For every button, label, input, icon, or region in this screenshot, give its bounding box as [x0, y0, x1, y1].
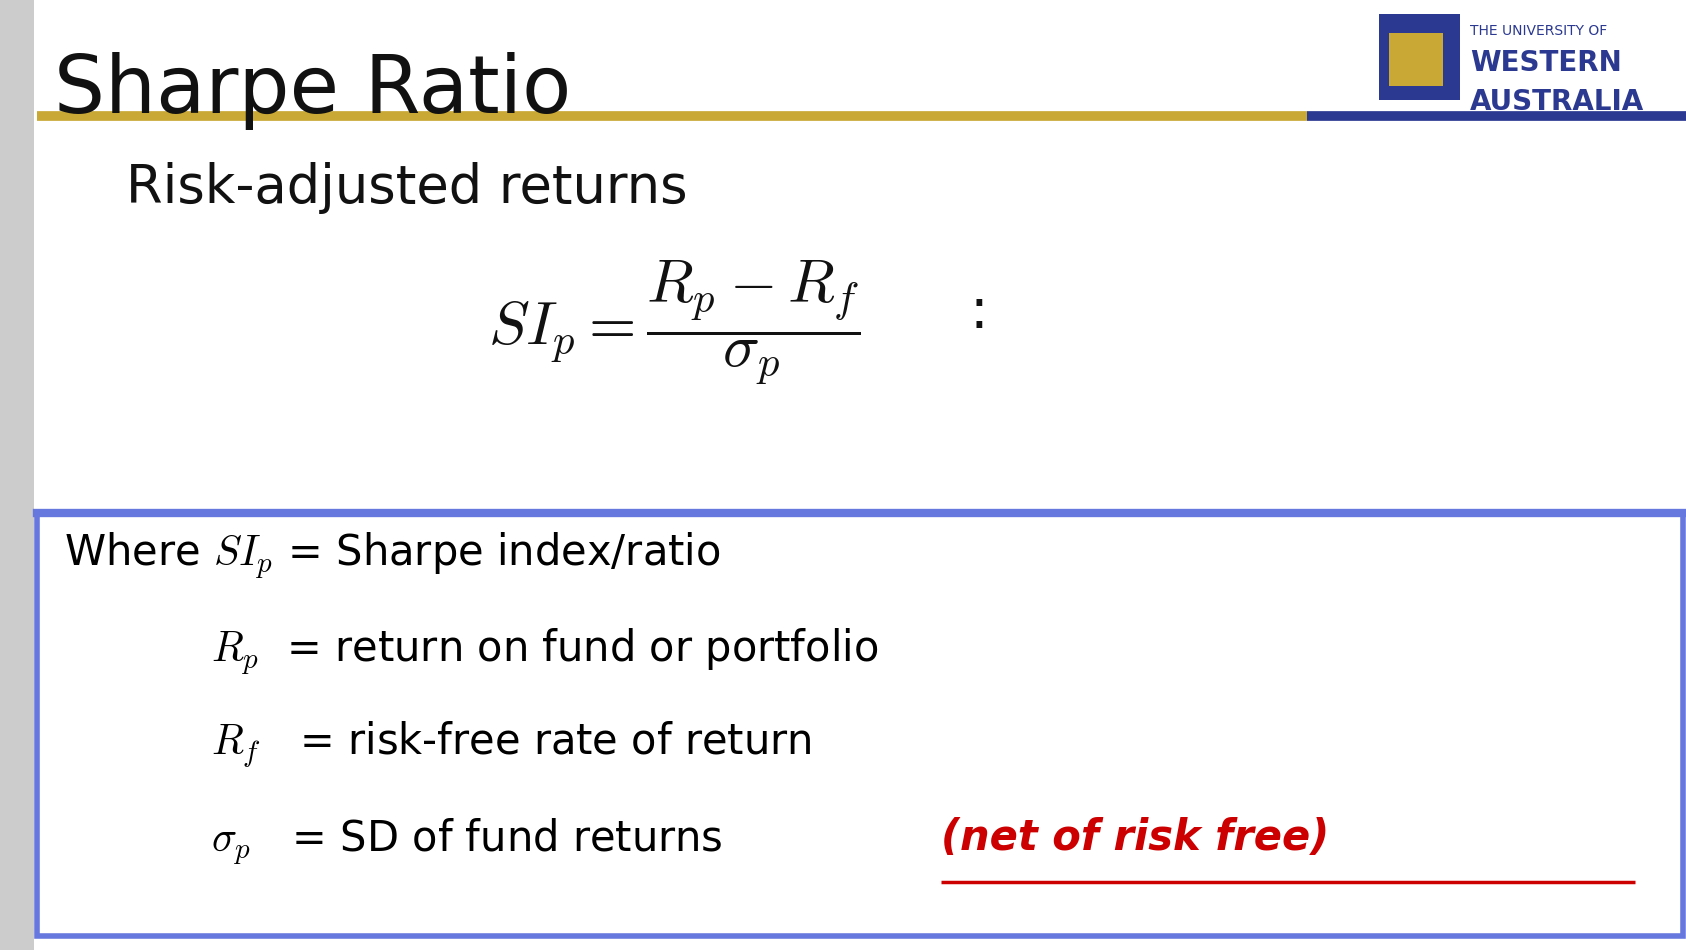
Text: Risk-adjusted returns: Risk-adjusted returns: [126, 162, 688, 214]
Bar: [0, 0, 34, 950]
Bar: [1379, 14, 1460, 100]
Text: $SI_p = \dfrac{R_p - R_f}{\sigma_p}$: $SI_p = \dfrac{R_p - R_f}{\sigma_p}$: [489, 258, 860, 388]
Text: AUSTRALIA: AUSTRALIA: [1470, 88, 1644, 116]
Text: $R_f$   = risk-free rate of return: $R_f$ = risk-free rate of return: [211, 719, 811, 770]
Text: Sharpe Ratio: Sharpe Ratio: [54, 52, 572, 130]
Text: WESTERN: WESTERN: [1470, 49, 1622, 77]
Text: Where $SI_p$ = Sharpe index/ratio: Where $SI_p$ = Sharpe index/ratio: [64, 530, 720, 580]
Bar: [1389, 33, 1443, 86]
Text: THE UNIVERSITY OF: THE UNIVERSITY OF: [1470, 24, 1607, 38]
Text: :: :: [969, 287, 988, 340]
Text: $R_p$  = return on fund or portfolio: $R_p$ = return on fund or portfolio: [211, 627, 878, 677]
FancyBboxPatch shape: [37, 513, 1683, 936]
Text: (net of risk free): (net of risk free): [941, 817, 1329, 859]
Text: $\sigma_p$   = SD of fund returns: $\sigma_p$ = SD of fund returns: [211, 817, 725, 867]
